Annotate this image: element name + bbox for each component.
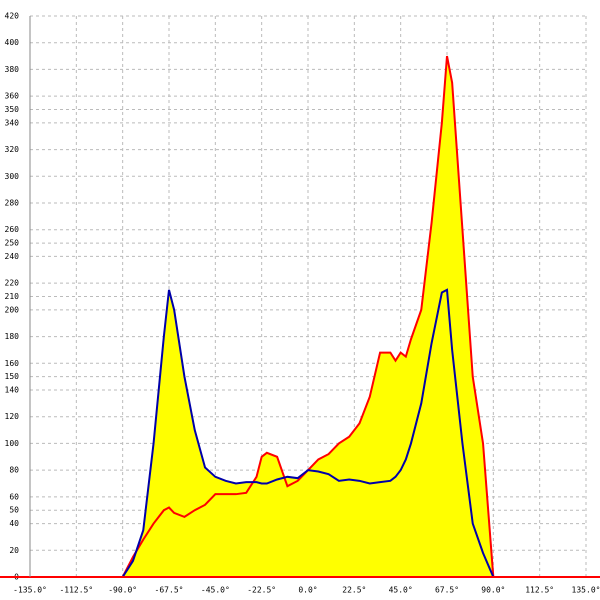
x-tick-label: 135.0° xyxy=(572,586,600,595)
y-tick-label: 140 xyxy=(5,386,20,395)
y-tick-label: 280 xyxy=(5,199,20,208)
x-tick-label: -112.5° xyxy=(59,586,93,595)
y-tick-label: 50 xyxy=(9,506,19,515)
y-tick-label: 150 xyxy=(5,372,20,381)
y-tick-label: 80 xyxy=(9,466,19,475)
y-tick-label: 120 xyxy=(5,412,20,421)
y-tick-label: 420 xyxy=(5,12,20,21)
x-tick-label: -135.0° xyxy=(13,586,47,595)
x-tick-label: 45.0° xyxy=(389,586,413,595)
series-line xyxy=(121,288,495,578)
x-tick-label: 67.5° xyxy=(435,586,459,595)
y-tick-label: 160 xyxy=(5,359,20,368)
y-tick-label: 220 xyxy=(5,279,20,288)
y-tick-label: 240 xyxy=(5,252,20,261)
y-tick-label: 380 xyxy=(5,65,20,74)
x-tick-label: 112.5° xyxy=(525,586,554,595)
y-tick-label: 60 xyxy=(9,492,19,501)
y-tick-label: 100 xyxy=(5,439,20,448)
x-tick-label: -22.5° xyxy=(247,586,276,595)
x-tick-label: -90.0° xyxy=(108,586,137,595)
y-tick-label: 360 xyxy=(5,92,20,101)
y-tick-label: 400 xyxy=(5,38,20,47)
x-tick-label: 22.5° xyxy=(342,586,366,595)
y-tick-label: 250 xyxy=(5,239,20,248)
x-tick-label: -45.0° xyxy=(201,586,230,595)
x-tick-label: 90.0° xyxy=(481,586,505,595)
area-fill xyxy=(122,56,494,578)
y-tick-label: 350 xyxy=(5,105,20,114)
y-tick-label: 260 xyxy=(5,225,20,234)
y-tick-label: 20 xyxy=(9,546,19,555)
y-tick-label: 210 xyxy=(5,292,20,301)
x-tick-label: 0.0° xyxy=(298,586,317,595)
y-tick-label: 200 xyxy=(5,305,20,314)
y-tick-label: 340 xyxy=(5,118,20,127)
area-fill xyxy=(122,289,494,577)
series-line xyxy=(121,55,495,578)
x-tick-label: -67.5° xyxy=(155,586,184,595)
y-tick-label: 180 xyxy=(5,332,20,341)
y-tick-label: 320 xyxy=(5,145,20,154)
y-tick-label: 300 xyxy=(5,172,20,181)
y-tick-label: 40 xyxy=(9,519,19,528)
